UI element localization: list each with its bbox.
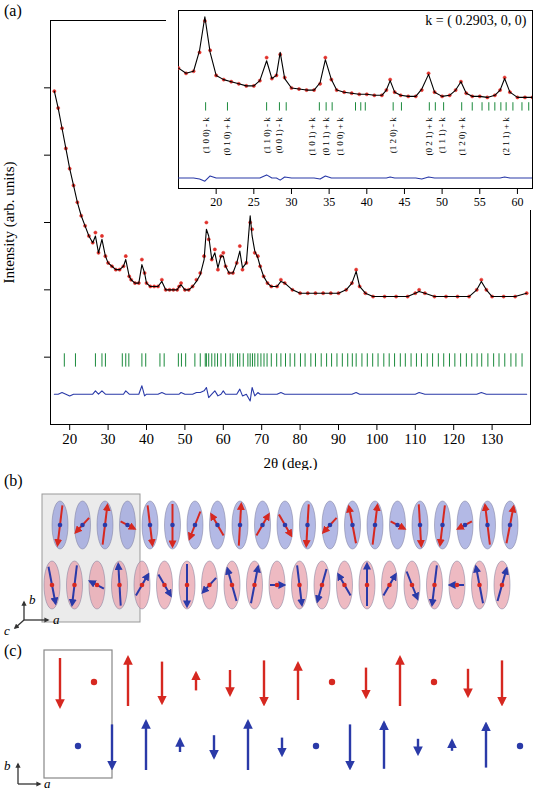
svg-text:(2 1 1) + k: (2 1 1) + k: [501, 117, 511, 156]
svg-text:50: 50: [436, 195, 448, 209]
svg-text:70: 70: [254, 431, 269, 447]
svg-text:(0 1 1) + k: (0 1 1) + k: [321, 117, 331, 156]
svg-text:(0 2 1) + k: (0 2 1) + k: [424, 117, 434, 156]
svg-text:k = ( 0.2903, 0, 0): k = ( 0.2903, 0, 0): [425, 13, 527, 29]
svg-text:(c): (c): [4, 642, 22, 660]
svg-text:(0 1 0) + k: (0 1 0) + k: [222, 117, 232, 156]
svg-text:35: 35: [323, 195, 335, 209]
svg-text:20: 20: [62, 431, 77, 447]
svg-text:(1 2 0) + k: (1 2 0) + k: [457, 117, 467, 156]
svg-text:50: 50: [177, 431, 192, 447]
svg-text:100: 100: [366, 431, 389, 447]
svg-text:(1 0 0) - k: (1 0 0) - k: [200, 117, 210, 153]
svg-text:130: 130: [481, 431, 504, 447]
svg-text:55: 55: [474, 195, 486, 209]
svg-text:(1 1 1) - k: (1 1 1) - k: [437, 117, 447, 153]
svg-text:90: 90: [331, 431, 346, 447]
svg-text:80: 80: [293, 431, 308, 447]
svg-text:60: 60: [511, 195, 523, 209]
svg-text:(1 0 0) + k: (1 0 0) + k: [335, 117, 345, 156]
svg-text:a: a: [44, 776, 51, 791]
svg-text:20: 20: [210, 195, 222, 209]
html-text:(a): (a): [4, 2, 22, 19]
svg-text:110: 110: [404, 431, 426, 447]
svg-text:60: 60: [216, 431, 231, 447]
svg-text:a: a: [53, 612, 60, 627]
svg-text:30: 30: [101, 431, 116, 447]
svg-text:c: c: [4, 623, 10, 638]
svg-text:120: 120: [442, 431, 465, 447]
svg-text:45: 45: [398, 195, 410, 209]
svg-text:40: 40: [139, 431, 154, 447]
svg-text:b: b: [29, 592, 36, 607]
svg-text:(0 0 1) - k: (0 0 1) - k: [274, 117, 284, 153]
svg-text:(1 2 0) - k: (1 2 0) - k: [388, 117, 398, 153]
svg-text:(1 1 0) - k: (1 1 0) - k: [262, 117, 272, 153]
svg-text:(1 0 1) + k: (1 0 1) + k: [307, 117, 317, 156]
svg-text:(b): (b): [4, 472, 23, 490]
svg-text:2θ (deg.): 2θ (deg.): [264, 455, 318, 471]
svg-text:40: 40: [361, 195, 373, 209]
svg-text:Intensity (arb. units): Intensity (arb. units): [1, 161, 18, 283]
svg-text:30: 30: [285, 195, 297, 209]
svg-text:25: 25: [248, 195, 260, 209]
svg-text:b: b: [4, 758, 11, 773]
